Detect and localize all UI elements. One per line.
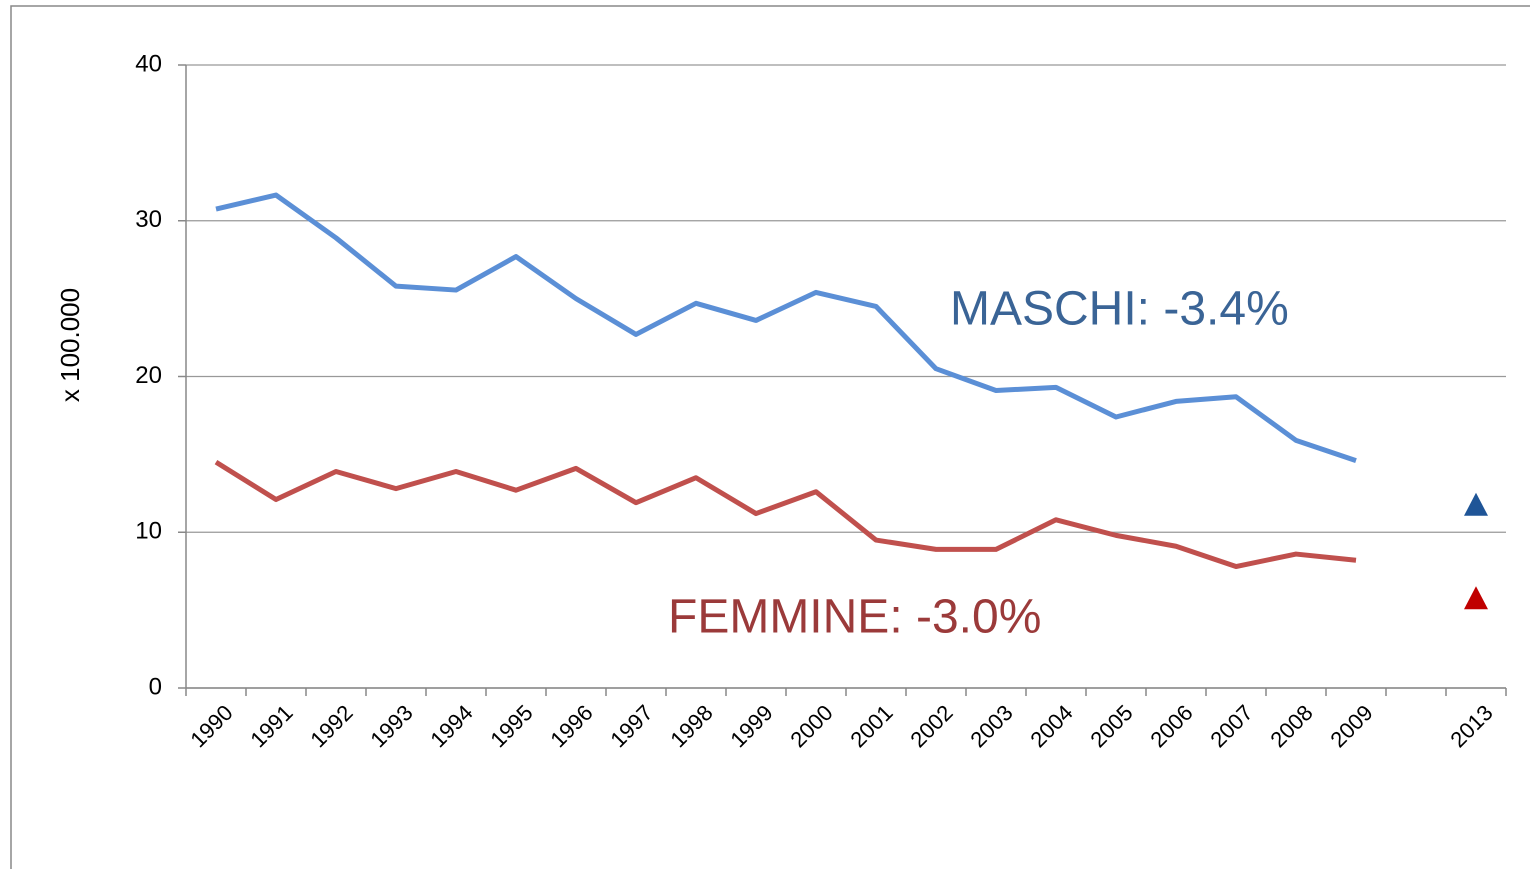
x-tick-label: 1996 — [545, 700, 597, 752]
x-tick-label: 2008 — [1265, 700, 1317, 752]
y-tick-label: 40 — [135, 50, 162, 77]
y-tick-label: 20 — [135, 362, 162, 389]
x-tick-label: 1993 — [365, 700, 417, 752]
x-tick-label: 1991 — [245, 700, 297, 752]
x-tick-label: 2001 — [845, 700, 897, 752]
x-tick-label: 2013 — [1445, 700, 1497, 752]
x-tick-label: 1995 — [485, 700, 537, 752]
x-tick-label: 2007 — [1205, 700, 1257, 752]
marker — [1464, 586, 1488, 610]
x-tick-label: 1992 — [305, 700, 357, 752]
x-tick-label: 2004 — [1025, 700, 1077, 752]
x-tick-label: 2003 — [965, 700, 1017, 752]
x-tick-label: 1999 — [725, 700, 777, 752]
series-line — [215, 192, 1357, 463]
series-line — [214, 460, 1357, 570]
x-tick-label: 2005 — [1085, 700, 1137, 752]
x-tick-label: 2009 — [1325, 700, 1377, 752]
y-axis-label: x 100.000 — [55, 288, 85, 402]
x-tick-label: 2000 — [785, 700, 837, 752]
series-label: MASCHI: -3.4% — [950, 283, 1289, 336]
y-tick-label: 10 — [135, 518, 162, 545]
y-tick-label: 30 — [135, 206, 162, 233]
x-tick-label: 1990 — [185, 700, 237, 752]
y-tick-label: 0 — [149, 673, 162, 700]
chart-border — [10, 5, 1530, 869]
x-tick-label: 2006 — [1145, 700, 1197, 752]
series-label: FEMMINE: -3.0% — [668, 591, 1041, 644]
x-tick-label: 1998 — [665, 700, 717, 752]
x-tick-label: 1997 — [605, 700, 657, 752]
marker — [1464, 492, 1488, 516]
x-tick-label: 1994 — [425, 700, 477, 752]
x-tick-label: 2002 — [905, 700, 957, 752]
